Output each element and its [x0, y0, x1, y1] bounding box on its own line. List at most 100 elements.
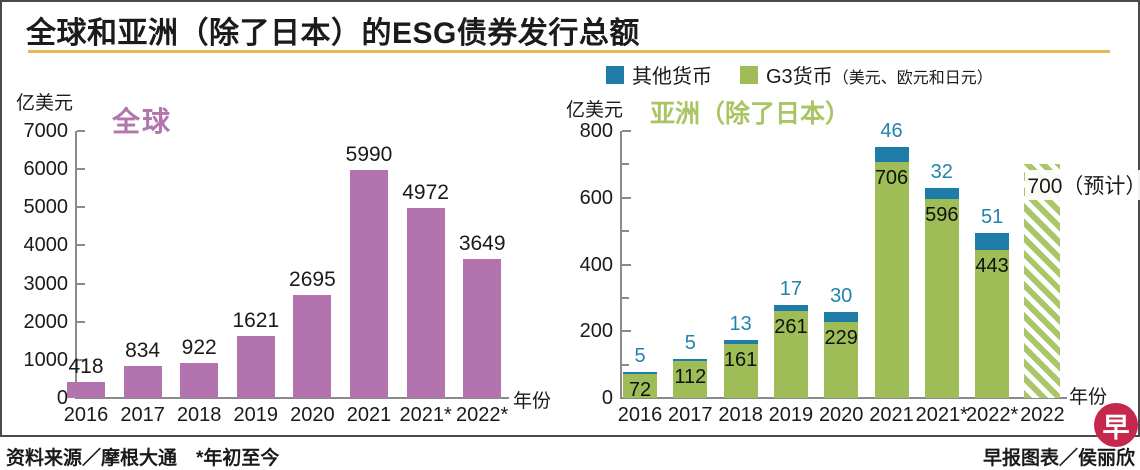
- asia-bar-g3-2021*: [924, 199, 959, 398]
- asia-ytick-label: 600: [579, 186, 613, 209]
- global-bar-value: 2695: [289, 268, 336, 291]
- asia-other-value: 17: [779, 278, 803, 300]
- global-bar-value: 5990: [345, 143, 393, 166]
- asia-bar-other-2018: [723, 340, 758, 344]
- asia-xtick-label: 2022: [1020, 404, 1065, 426]
- asia-bar-other-2017: [673, 359, 708, 361]
- asia-xtick-label: 2022*: [965, 404, 1019, 426]
- global-ytick: [77, 397, 85, 399]
- global-ytick-label: 1000: [23, 348, 69, 371]
- asia-other-value: 46: [880, 120, 903, 142]
- asia-g3-value: 596: [925, 204, 959, 226]
- global-xtick-label: 2018: [176, 404, 222, 426]
- asia-bar-g3-2020: [824, 322, 859, 398]
- global-xtick-label: 2019: [233, 404, 279, 426]
- asia-other-value: 30: [830, 285, 853, 307]
- global-ytick-label: 4000: [23, 234, 69, 257]
- global-ytick: [77, 320, 85, 323]
- asia-g3-value: 72: [628, 379, 652, 401]
- asia-forecast-label: 700（预计）: [1025, 170, 1140, 200]
- asia-other-value: 32: [930, 161, 953, 183]
- asia-y-axis: [620, 131, 622, 399]
- global-bar-2016: [67, 382, 105, 398]
- global-bar-2019: [236, 336, 275, 398]
- global-bar-2020: [293, 295, 332, 398]
- asia-ytick-minor: [622, 363, 629, 366]
- global-chart-title: 全球: [112, 106, 173, 137]
- global-bar-2022*: [463, 259, 502, 398]
- asia-bar-g3-2019: [773, 311, 808, 398]
- asia-g3-value: 229: [824, 327, 858, 349]
- global-ytick: [77, 282, 85, 285]
- legend-label-other: 其他货币: [632, 66, 712, 88]
- legend-note-g3: （美元、欧元和日元）: [832, 69, 993, 87]
- global-bar-2021*: [406, 208, 445, 398]
- asia-bar-other-2016: [623, 372, 657, 374]
- global-xtick-label: 2022*: [456, 404, 509, 426]
- asia-xtick-label: 2016: [617, 404, 663, 426]
- asia-ytick: [622, 263, 631, 266]
- asia-bar-g3-2016: [623, 374, 657, 398]
- global-bar-2017: [123, 366, 162, 398]
- page-title: 全球和亚洲（除了日本）的ESG债券发行总额: [26, 17, 640, 50]
- global-bar-value: 922: [181, 336, 217, 359]
- footer-note: *年初至今: [196, 448, 280, 469]
- asia-bar-g3-2017: [673, 361, 708, 398]
- asia-bar-other-2022*: [975, 233, 1010, 250]
- global-xtick-label: 2016: [63, 404, 109, 426]
- asia-g3-value: 261: [774, 316, 808, 338]
- asia-chart-title: 亚洲（除了日本）: [650, 100, 851, 128]
- footer-credit: 早报图表／侯丽欣: [982, 448, 1135, 469]
- asia-other-value: 13: [729, 313, 752, 335]
- title-divider: [28, 50, 1110, 53]
- global-xtick-label: 2017: [120, 404, 165, 426]
- asia-ytick-minor: [622, 163, 629, 166]
- global-ytick-label: 2000: [23, 310, 69, 333]
- global-x-axis-title: 年份: [513, 391, 552, 412]
- asia-other-value: 5: [684, 332, 696, 354]
- global-ytick: [77, 168, 85, 171]
- asia-bar-g3-2021: [874, 162, 909, 398]
- global-ytick: [77, 358, 85, 361]
- asia-bar-other-2019: [773, 305, 808, 311]
- asia-ytick-label: 400: [579, 253, 613, 276]
- zaobao-logo: 早: [1094, 403, 1138, 447]
- global-bar-value: 4972: [402, 181, 449, 204]
- global-y-axis: [75, 131, 77, 399]
- global-bar-value: 418: [68, 355, 104, 378]
- asia-ytick: [622, 330, 631, 333]
- asia-ytick-minor: [622, 230, 629, 233]
- asia-ytick-label: 200: [579, 320, 613, 343]
- asia-g3-value: 112: [674, 366, 707, 388]
- asia-x-axis-title: 年份: [1069, 387, 1108, 408]
- global-ytick-label: 7000: [23, 120, 69, 142]
- left-unit-label: 亿美元: [16, 93, 74, 114]
- asia-xtick-label: 2020: [818, 404, 864, 426]
- asia-bar-g3-2018: [723, 344, 758, 398]
- global-ytick-label: 5000: [23, 196, 69, 219]
- chart-frame: [0, 0, 1140, 437]
- global-ytick: [77, 130, 85, 132]
- global-xtick-label: 2021: [346, 404, 392, 426]
- global-xtick-label: 2021*: [399, 404, 452, 426]
- legend-swatch-g3-icon: [740, 65, 758, 84]
- global-bar-2018: [180, 363, 219, 398]
- asia-xtick-label: 2019: [768, 404, 814, 426]
- footer-source: 资料来源／摩根大通: [6, 448, 178, 469]
- asia-xtick-label: 2017: [668, 404, 713, 426]
- asia-ytick: [622, 397, 631, 399]
- legend: 其他货币 G3货币 （美元、欧元和日元）: [606, 60, 993, 89]
- global-ytick: [77, 206, 85, 209]
- global-ytick-label: 3000: [23, 272, 69, 295]
- asia-ytick: [622, 130, 631, 132]
- right-unit-label: 亿美元: [566, 100, 624, 121]
- asia-xtick-label: 2021*: [915, 404, 968, 426]
- asia-ytick-label: 800: [579, 120, 613, 142]
- global-ytick-label: 6000: [23, 158, 69, 181]
- global-xtick-label: 2020: [290, 404, 335, 426]
- asia-bar-g3-2022*: [975, 250, 1010, 398]
- global-bar-2021: [350, 170, 388, 398]
- asia-bar-other-2021*: [924, 188, 959, 199]
- asia-forecast-bar-2022: [1024, 164, 1061, 398]
